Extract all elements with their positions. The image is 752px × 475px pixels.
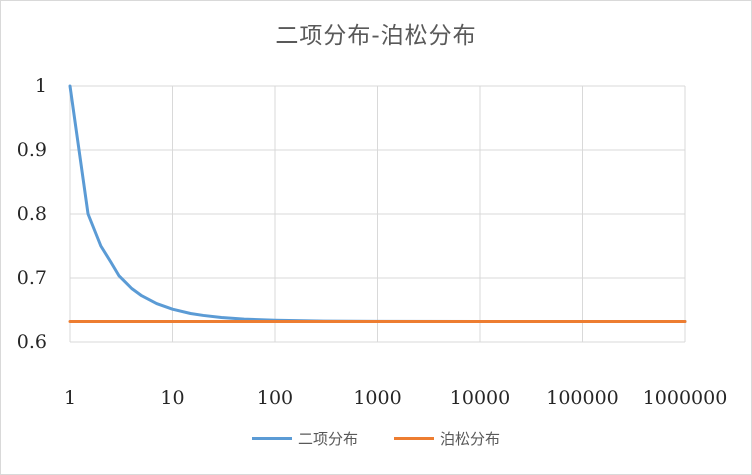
legend: 二项分布 泊松分布 [0,428,752,449]
chart-title: 二项分布-泊松分布 [275,23,477,49]
x-tick-label: 1000 [353,387,401,409]
x-tick-label: 100000 [546,387,619,409]
x-tick-label: 1000000 [643,387,728,409]
y-tick-label: 1 [35,75,47,97]
y-tick-label: 0.8 [17,203,47,225]
x-tick-label: 10 [160,387,184,409]
y-tick-label: 0.6 [17,331,47,353]
y-tick-label: 0.9 [17,139,47,161]
legend-label-poisson: 泊松分布 [440,430,501,448]
x-tick-label: 10000 [450,387,510,409]
x-tick-label: 1 [64,387,76,409]
legend-item-poisson: 泊松分布 [394,428,500,449]
legend-item-binomial: 二项分布 [251,428,358,449]
legend-swatch-binomial [251,437,292,440]
legend-swatch-poisson [394,437,434,440]
y-tick-label: 0.7 [17,267,47,289]
legend-label-binomial: 二项分布 [297,430,358,448]
x-tick-label: 100 [257,387,293,409]
